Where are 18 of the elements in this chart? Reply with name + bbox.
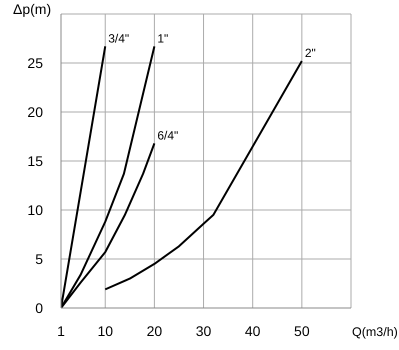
x-tick-label: 20 [146, 322, 162, 339]
y-tick-label: 10 [27, 202, 44, 218]
series-label: 6/4" [157, 128, 178, 142]
x-tick-label: 40 [244, 322, 261, 339]
series-label: 1" [157, 31, 168, 46]
series-label: 3/4" [108, 31, 130, 46]
y-tick-label: 15 [27, 152, 44, 169]
series-label: 2" [304, 46, 316, 60]
x-tick-label: 50 [294, 322, 310, 339]
x-axis-title: Q(m3/h) [352, 325, 398, 339]
y-tick-label: 0 [35, 300, 44, 316]
x-tick-label: 30 [196, 322, 212, 339]
y-tick-label: 5 [35, 250, 44, 267]
y-tick-label: 20 [27, 104, 44, 120]
x-tick-label: 1 [57, 322, 66, 339]
x-tick-label: 10 [97, 322, 114, 339]
y-tick-label: 25 [27, 54, 44, 71]
y-axis-title: Δp(m) [13, 1, 52, 17]
